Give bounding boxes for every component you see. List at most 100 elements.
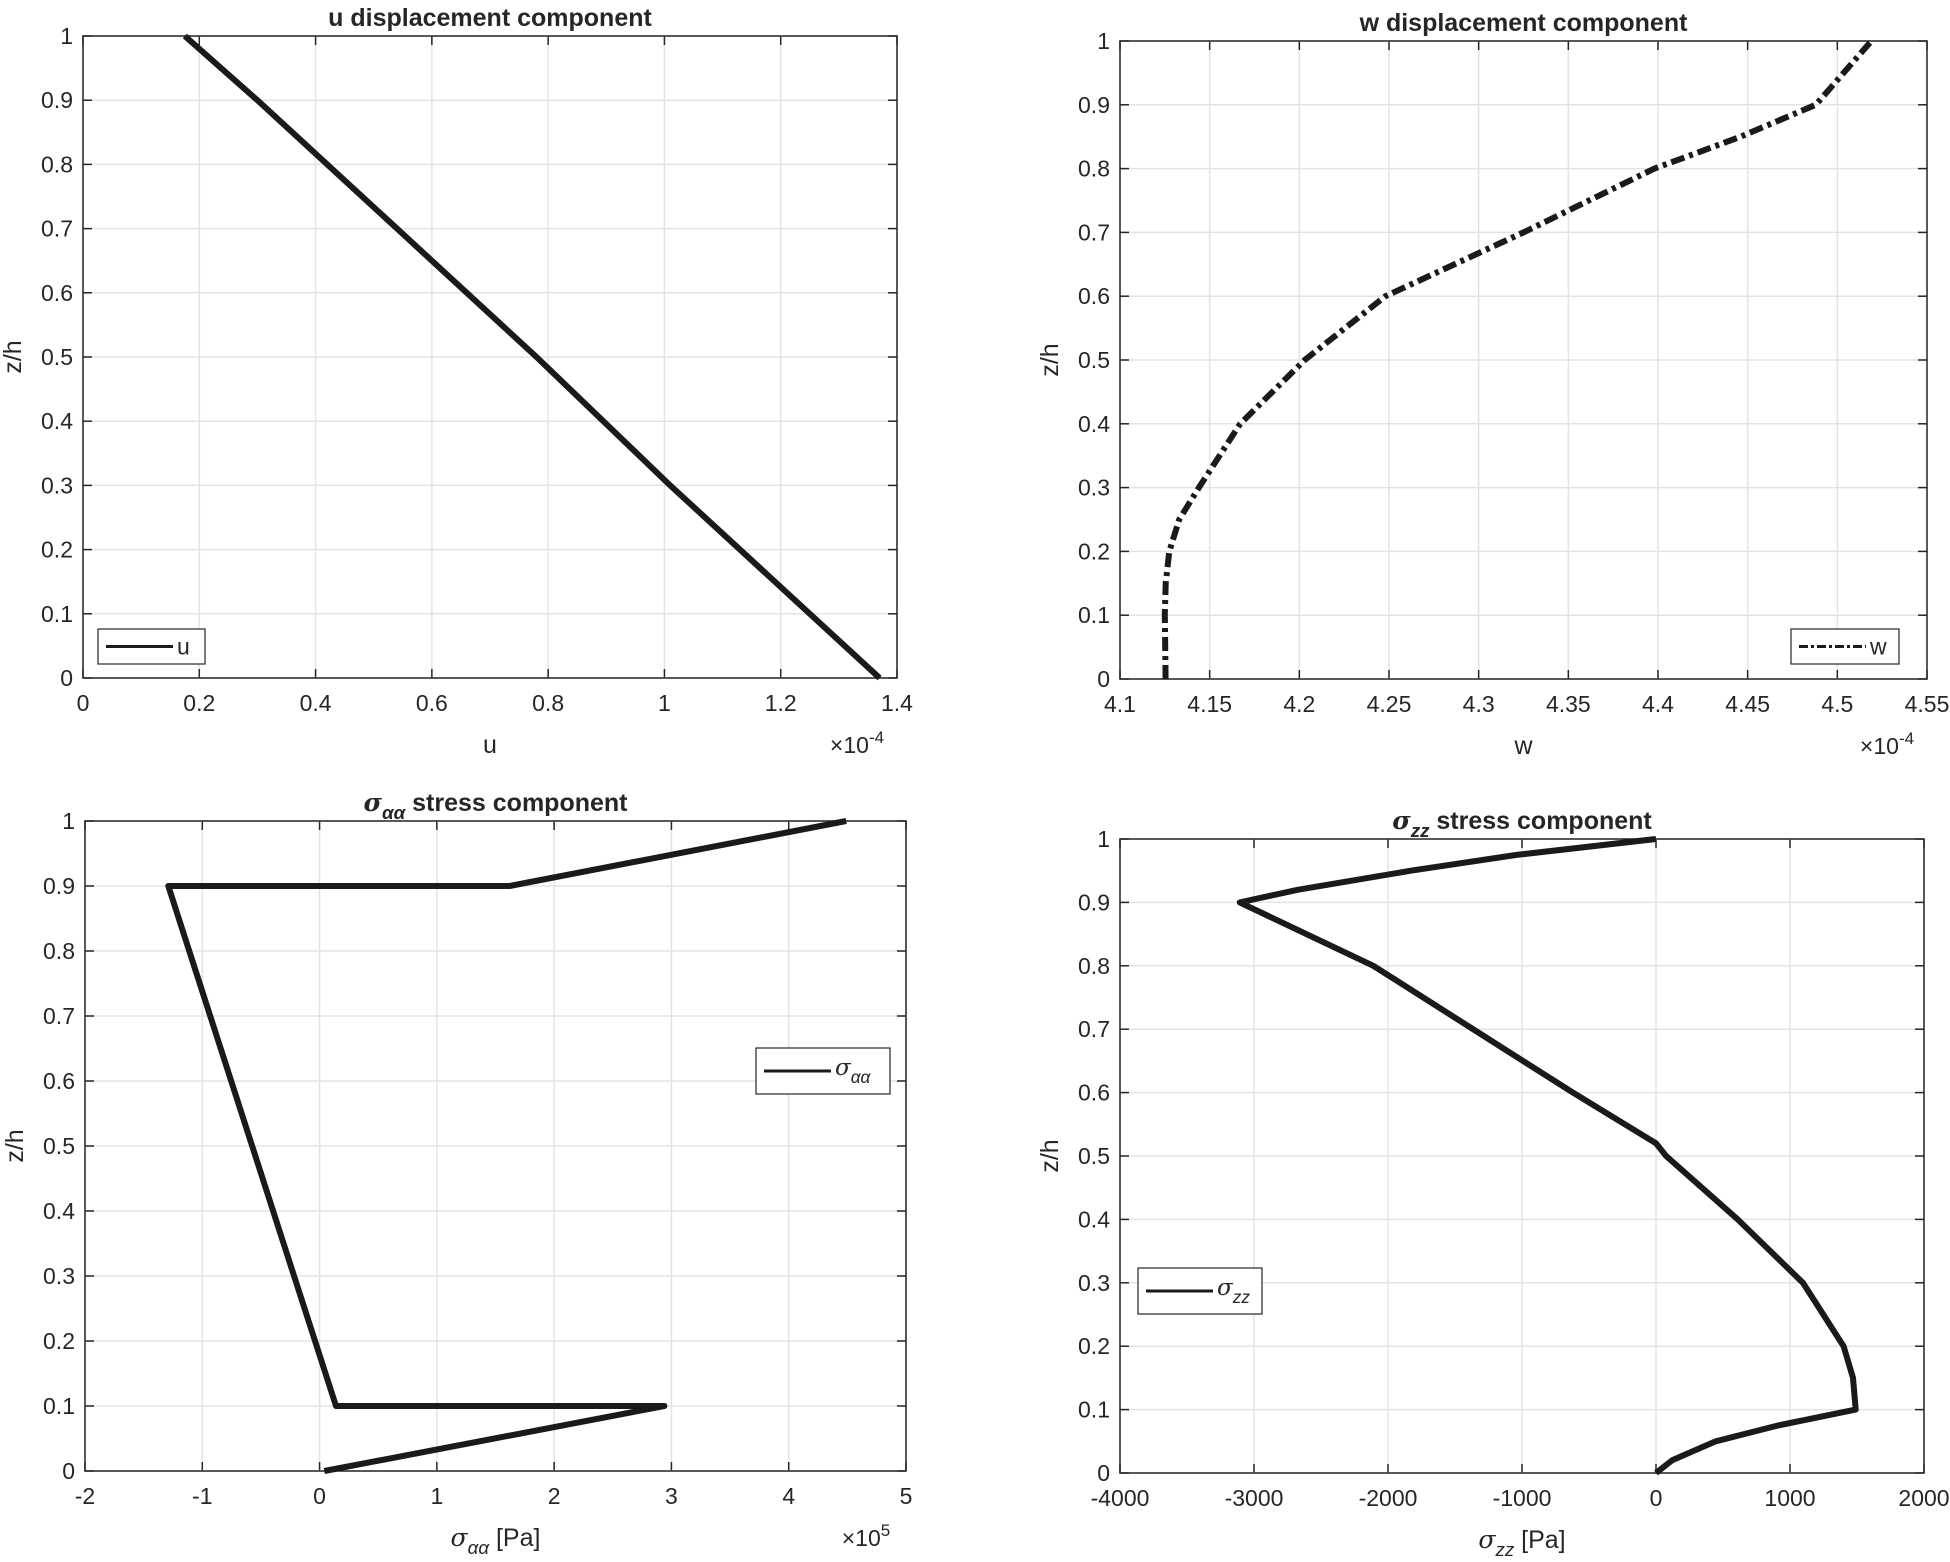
subscript: zz: [1494, 1539, 1514, 1557]
y-tick-label: 0.7: [1078, 1016, 1110, 1042]
exponent-base: ×10: [830, 732, 869, 758]
series-line-1: [1236, 836, 1859, 1476]
y-tick-label: 0.3: [1078, 1270, 1110, 1296]
y-tick-label: 0.6: [1078, 283, 1110, 309]
y-tick-label: 1: [60, 23, 73, 49]
y-tick-label: 0.8: [1078, 156, 1110, 182]
x-tick-label: 1.2: [765, 690, 797, 716]
legend-label: w: [1869, 634, 1887, 660]
exponent-power: -4: [869, 728, 884, 747]
x-tick-label: 0.8: [532, 690, 564, 716]
y-tick-label: 0.9: [41, 87, 73, 113]
y-tick-label: 0.1: [43, 1393, 75, 1419]
x-tick-label: 2000: [1898, 1485, 1949, 1511]
text: stress component: [405, 789, 628, 817]
chart-4: -4000 -3000 -2000 -1000 0 1000 2000 0 0.1 0.2 0.3 0…: [1036, 806, 1950, 1560]
y-tick-label: 0.6: [1078, 1080, 1110, 1106]
x-tick-label: 2: [548, 1483, 561, 1509]
legend: σzz: [1137, 1267, 1263, 1315]
exponent-power: 5: [881, 1521, 890, 1540]
y-tick-label: 0.9: [1078, 889, 1110, 915]
y-tick-label: 0.4: [1078, 1206, 1110, 1232]
y-axis-label: z/h: [0, 340, 27, 373]
chart-title: σzz stress component: [1392, 806, 1652, 841]
x-tick-label: -2000: [1359, 1485, 1418, 1511]
y-tick-label: 0.1: [1078, 1397, 1110, 1423]
y-tick-label: 0.5: [1078, 347, 1110, 373]
x-tick-label: 4.15: [1187, 691, 1232, 717]
y-tick-label: 0: [60, 665, 73, 691]
x-tick-label: 0: [1650, 1485, 1663, 1511]
y-tick-label: 1: [1097, 28, 1110, 54]
x-tick-label: 5: [900, 1483, 913, 1509]
y-tick-label: 0.3: [43, 1263, 75, 1289]
y-tick-label: 0.2: [41, 537, 73, 563]
series-line-1: [165, 818, 847, 1474]
y-tick-label: 0.5: [1078, 1143, 1110, 1169]
y-tick-label: 0: [1097, 1460, 1110, 1486]
text: u: [483, 731, 497, 759]
text: w: [1869, 634, 1887, 660]
x-tick-label: 0: [313, 1483, 326, 1509]
x-axis-label: σαα [Pa]: [451, 1523, 541, 1557]
axes-box: [1119, 838, 1925, 1474]
y-tick-label: 0.4: [41, 408, 73, 434]
x-tick-label: 0.6: [416, 690, 448, 716]
axes-box: [82, 35, 898, 679]
symbol: σ: [451, 1523, 469, 1552]
chart-1: 0 0.2 0.4 0.6 0.8 1 1.2 1.4 0 0.1 0.2 0.3 0.4 0.5 0.6 0…: [0, 4, 913, 759]
x-tick-label: 4: [782, 1483, 795, 1509]
y-tick-label: 0.6: [43, 1068, 75, 1094]
exponent-base: ×10: [842, 1525, 881, 1551]
y-tick-label: 0.9: [1078, 92, 1110, 118]
y-tick-label: 0.8: [1078, 953, 1110, 979]
x-tick-label: 4.55: [1905, 691, 1950, 717]
y-tick-label: 0.6: [41, 280, 73, 306]
series-line-1: [1161, 39, 1874, 680]
x-tick-label: 1: [430, 1483, 443, 1509]
symbol: σ: [1392, 806, 1411, 835]
x-exponent-label: ×105: [842, 1521, 890, 1551]
y-tick-label: 0.5: [41, 344, 73, 370]
x-tick-label: 1.4: [881, 690, 913, 716]
subscript: zz: [1232, 1287, 1251, 1307]
legend-box: [1790, 628, 1900, 665]
x-tick-label: 4.4: [1642, 691, 1674, 717]
chart-2: 4.1 4.15 4.2 4.25 4.3 4.35 4.4 4.45 4.5 4.55 0 0.1 0…: [1036, 9, 1949, 760]
x-tick-label: 4.45: [1725, 691, 1770, 717]
x-tick-label: -3000: [1225, 1485, 1284, 1511]
y-axis-label: z/h: [1, 1129, 29, 1162]
axes-box: [84, 820, 907, 1472]
y-tick-label: 0.4: [43, 1198, 75, 1224]
y-tick-label: 0: [62, 1458, 75, 1484]
text: stress component: [1429, 807, 1652, 835]
symbol: σ: [1478, 1525, 1496, 1554]
x-tick-label: 4.25: [1367, 691, 1412, 717]
symbol: σ: [835, 1055, 852, 1081]
x-tick-label: 4.1: [1104, 691, 1136, 717]
x-tick-label: 4.3: [1463, 691, 1495, 717]
y-tick-label: 0.2: [43, 1328, 75, 1354]
text: [Pa]: [1514, 1526, 1565, 1554]
x-tick-label: 0: [77, 690, 90, 716]
x-tick-label: 3: [665, 1483, 678, 1509]
x-exponent-label: ×10-4: [1860, 729, 1914, 759]
y-axis-label: z/h: [1036, 343, 1064, 376]
y-axis-label: z/h: [1036, 1139, 1064, 1172]
text: w: [1513, 732, 1533, 760]
x-exponent-label: ×10-4: [830, 728, 884, 758]
x-axis-label: u: [483, 731, 497, 759]
y-tick-label: 0.8: [41, 151, 73, 177]
text: w displacement component: [1359, 9, 1689, 37]
symbol: σ: [364, 788, 383, 817]
x-tick-label: 4.35: [1546, 691, 1591, 717]
legend: u: [97, 628, 206, 665]
y-tick-label: 0.7: [43, 1003, 75, 1029]
x-tick-label: 4.5: [1821, 691, 1853, 717]
x-axis-label: w: [1513, 732, 1533, 760]
chart-title: σαα stress component: [364, 788, 629, 823]
text: [Pa]: [489, 1524, 540, 1552]
x-tick-label: -1000: [1493, 1485, 1552, 1511]
y-tick-label: 0.4: [1078, 411, 1110, 437]
text: u displacement component: [328, 4, 652, 32]
